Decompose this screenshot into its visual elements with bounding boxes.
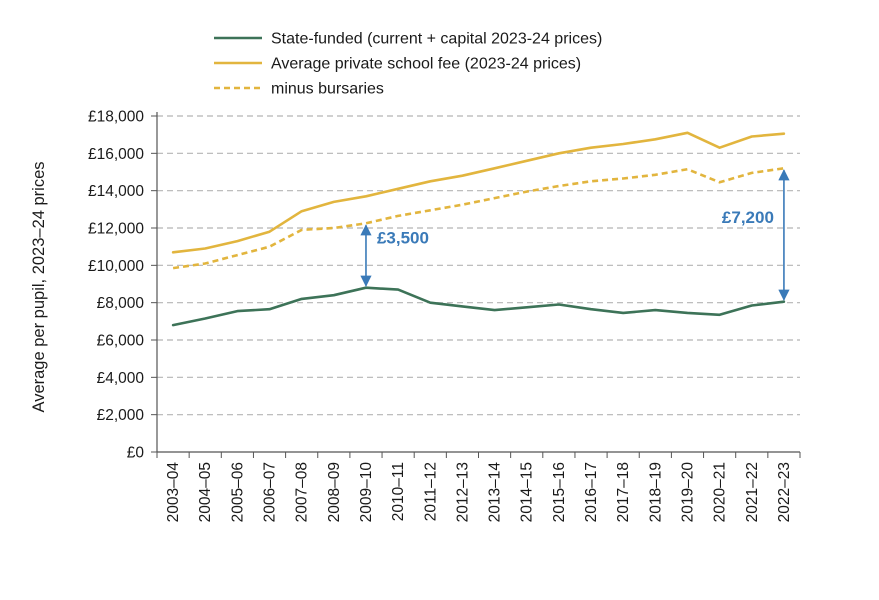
annotations: £3,500 £7,200 [360,169,790,301]
x-tick-label: 2005–06 [229,462,246,522]
x-tick-label: 2014–15 [519,462,536,522]
x-tick-label: 2022–23 [776,462,793,522]
x-tick-label: 2012–13 [454,462,471,522]
y-tick-label: £6,000 [97,333,145,350]
legend: State-funded (current + capital 2023-24 … [214,31,602,98]
series-line-1 [171,131,786,254]
x-tick-label: 2006–07 [262,462,279,522]
y-tick-label: £10,000 [88,258,144,275]
x-tick-label: 2011–12 [422,462,439,521]
y-tick-label: £2,000 [97,407,145,424]
x-tick-label: 2008–09 [326,462,343,522]
y-tick-label: £18,000 [88,109,144,126]
series-line-0 [171,286,786,327]
y-tick-label: £8,000 [97,295,145,312]
x-tick-label: 2019–20 [679,462,696,523]
x-tick-label: 2007–08 [294,462,311,522]
x-tick-label: 2004–05 [197,462,214,522]
x-tick-label: 2021–22 [744,462,761,522]
x-tick-label: 2016–17 [583,462,600,522]
y-tick-label: £4,000 [97,370,145,387]
x-tick-label: 2018–19 [647,462,664,522]
x-tick-label: 2009–10 [358,462,375,523]
y-tick-label: £16,000 [88,146,144,163]
series-lines [171,131,786,327]
x-tick-label: 2015–16 [551,462,568,522]
legend-label-0: State-funded (current + capital 2023-24 … [271,31,602,48]
y-axis-title: Average per pupil, 2023–24 prices [30,161,48,412]
y-tick-label: £0 [127,445,145,462]
x-tick-label: 2020–21 [712,462,729,522]
annotation-label: £3,500 [377,229,429,248]
x-tick-label: 2013–14 [487,462,504,523]
y-tick-label: £12,000 [88,221,144,238]
x-tick-label: 2017–18 [615,462,632,522]
gridlines [157,115,800,416]
legend-label-2: minus bursaries [271,81,384,98]
x-tick-label: 2003–04 [165,462,182,523]
axes: £0 £2,000 £4,000 £6,000 £8,000 £10,000 £12,000… [88,109,801,523]
legend-label-1: Average private school fee (2023-24 pric… [271,56,581,73]
series-line-2 [172,167,785,270]
y-tick-label: £14,000 [88,183,144,200]
annotation-label: £7,200 [722,208,774,227]
x-tick-label: 2010–11 [390,462,407,521]
